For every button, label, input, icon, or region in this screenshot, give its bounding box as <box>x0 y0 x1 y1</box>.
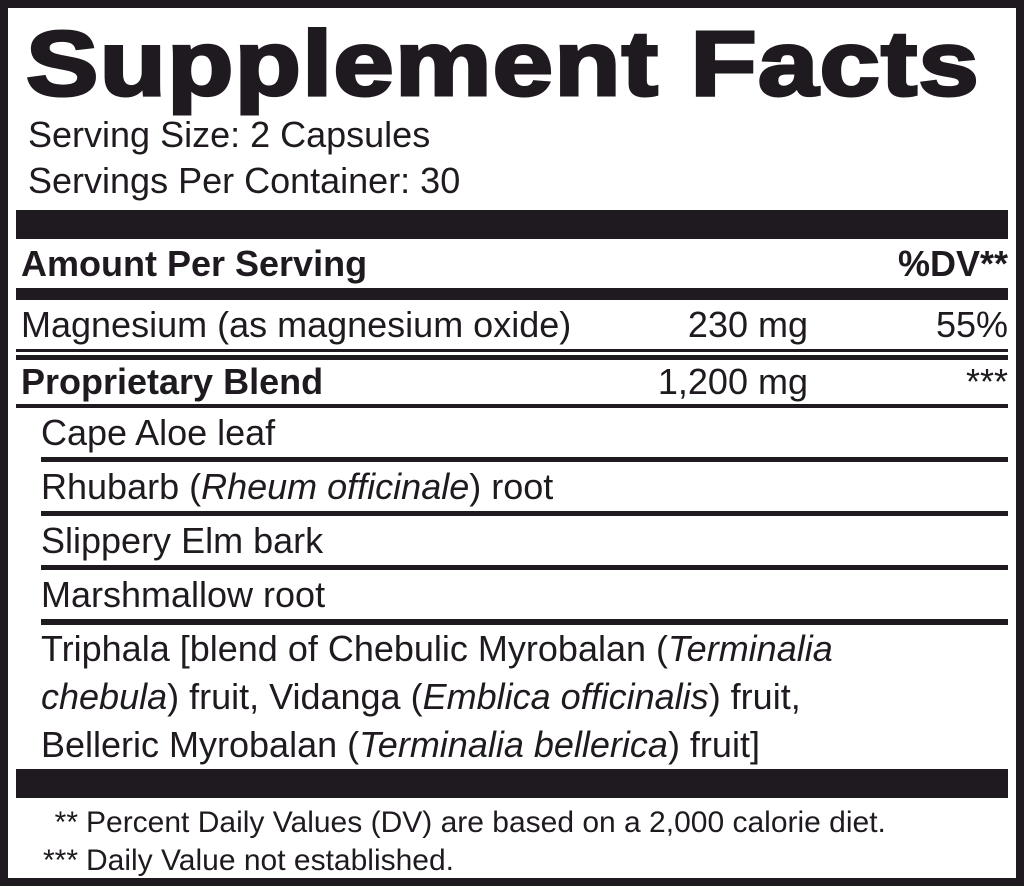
amount-per-serving-header: Amount Per Serving <box>21 242 368 284</box>
divider-rule <box>41 511 1008 516</box>
header-underline-bar <box>16 288 1008 300</box>
footnote-separator-bar <box>16 769 1008 798</box>
divider-rule <box>16 404 1008 408</box>
ingredient-name: Slippery Elm bark <box>41 519 324 561</box>
ingredient-row-cape-aloe: Cape Aloe leaf <box>41 408 1008 457</box>
ingredient-name: Cape Aloe leaf <box>41 411 276 453</box>
footnote-daily-values: ** Percent Daily Values (DV) are based o… <box>16 804 1008 842</box>
footnote-marker: ** <box>54 806 78 839</box>
ingredient-name: Rhubarb (Rheum officinale) root <box>41 465 554 507</box>
ingredient-name: Marshmallow root <box>41 573 326 615</box>
ingredient-row-triphala: Triphala [blend of Chebulic Myrobalan (T… <box>41 628 833 765</box>
ingredient-row-slippery-elm: Slippery Elm bark <box>41 516 1008 565</box>
serving-size-line: Serving Size: 2 Capsules <box>28 114 431 155</box>
percent-dv-header: %DV** <box>897 242 1008 284</box>
column-header-row: Amount Per Serving %DV** <box>16 239 1008 288</box>
divider-double-rule <box>16 349 1008 360</box>
divider-rule <box>41 457 1008 462</box>
nutrient-row-magnesium: Magnesium (as magnesium oxide) 230 mg 55… <box>16 300 1008 349</box>
nutrient-name: Magnesium (as magnesium oxide) <box>21 303 572 345</box>
nutrient-name: Proprietary Blend <box>21 361 324 402</box>
footnote-text: Daily Value not established. <box>86 844 454 877</box>
label-title: Supplement Facts <box>24 13 980 115</box>
ingredient-row-marshmallow: Marshmallow root <box>41 570 1008 619</box>
nutrient-row-proprietary-blend: Proprietary Blend 1,200 mg *** <box>16 360 1008 404</box>
footnote-dv-not-established: *** Daily Value not established. <box>16 842 1008 878</box>
divider-rule <box>41 619 1008 625</box>
footnote-marker: *** <box>42 844 78 877</box>
serving-info: Serving Size: 2 Capsules Servings Per Co… <box>28 112 1008 204</box>
divider-rule <box>41 565 1008 570</box>
nutrient-amount: 230 mg <box>687 303 808 345</box>
servings-per-container-line: Servings Per Container: 30 <box>28 160 461 201</box>
footnotes: ** Percent Daily Values (DV) are based o… <box>16 804 1008 878</box>
nutrient-amount: 1,200 mg <box>657 361 808 402</box>
nutrient-dv: *** <box>965 361 1008 402</box>
ingredient-row-rhubarb: Rhubarb (Rheum officinale) root <box>41 462 1008 511</box>
nutrient-dv: 55% <box>935 303 1008 345</box>
top-separator-bar <box>16 210 1008 239</box>
footnote-text: Percent Daily Values (DV) are based on a… <box>86 806 886 839</box>
